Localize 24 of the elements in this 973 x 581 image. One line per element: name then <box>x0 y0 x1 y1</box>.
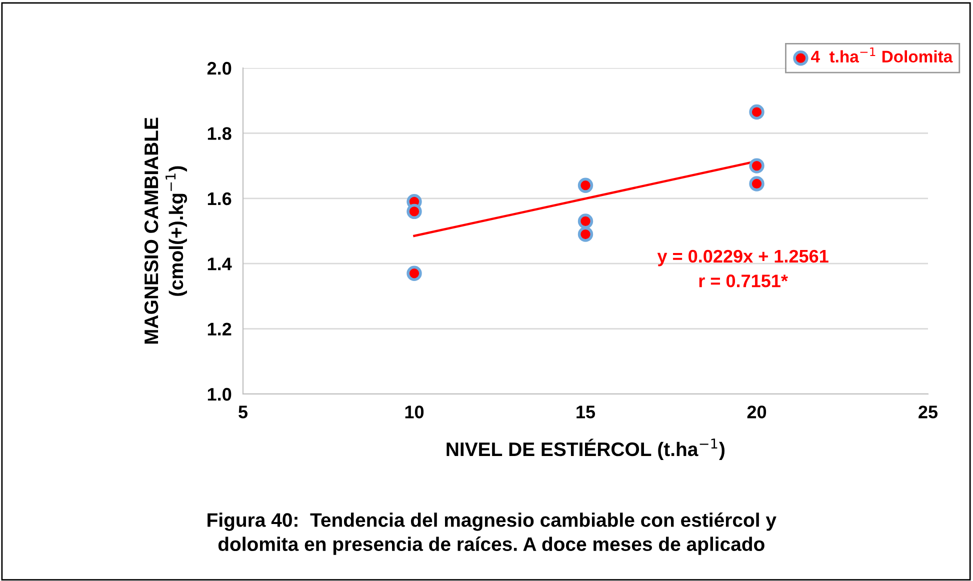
text: Figura 40: Tendencia del magnesio cambiable con estiércol y dolomita en presencia de raíces. A doce meses de aplicado <box>208 512 776 555</box>
y-tick-label: 1.4 <box>208 258 232 270</box>
y-axis-title: MAGNESIO CAMBIABLE (cmol(+).kg$^{−1}$) <box>144 118 188 344</box>
y-tick-label: 1.6 <box>208 192 232 206</box>
y-tick-label: 1.0 <box>208 388 232 401</box>
y-tick-label: 2.0 <box>207 62 232 75</box>
x-tick-label: 20 <box>747 406 766 418</box>
y-tick-label: 1.2 <box>208 322 232 336</box>
point <box>578 214 594 229</box>
point <box>749 176 764 192</box>
point <box>749 158 764 174</box>
x-tick-label: 10 <box>405 406 424 418</box>
point <box>406 266 422 281</box>
x-tick-label: 25 <box>918 406 938 418</box>
x-tick-label: 5 <box>238 406 248 418</box>
x-axis-title: NIVEL DE ESTIÉRCOL (t.ha$^{−1}$) <box>446 438 724 460</box>
point <box>749 104 764 120</box>
y-tick-label: 1.8 <box>208 127 232 140</box>
x-tick-label: 15 <box>576 406 596 418</box>
point <box>406 204 422 220</box>
point <box>578 226 594 242</box>
point <box>578 178 594 193</box>
annotation: y = 0.0229x + 1.2561 r = 0.7151* <box>657 250 828 288</box>
legend-label: 4 t.ha$^{−1}$ Dolomita <box>810 47 953 63</box>
